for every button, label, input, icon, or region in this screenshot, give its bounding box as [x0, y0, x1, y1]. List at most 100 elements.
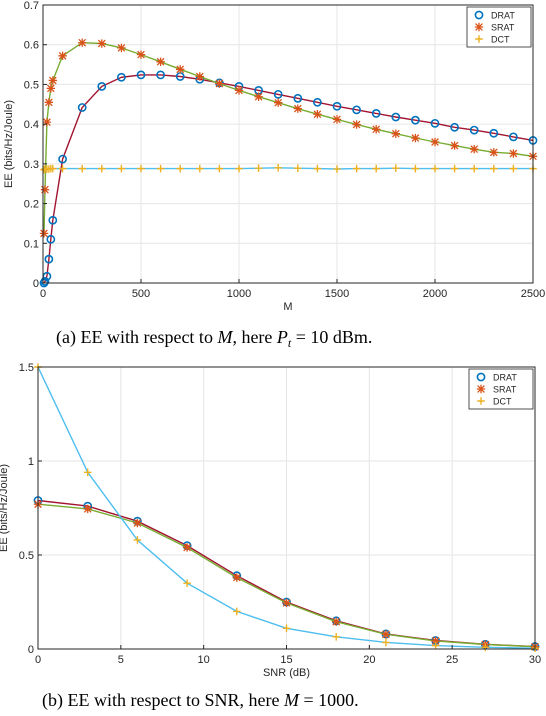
- chart-a-point-drat-shape: [46, 234, 56, 244]
- chart-b-point-dct: [431, 641, 440, 650]
- chart-b-legend-box: [468, 368, 534, 410]
- chart-b-legend: DRAT SRAT DCT: [468, 368, 534, 410]
- chart-a-point-dct: [333, 165, 341, 173]
- chart-a-point-drat: [509, 132, 518, 142]
- chart-a-point-srat: [274, 98, 283, 107]
- chart-a-point-srat: [117, 43, 126, 53]
- chart-a-point-drat-shape: [40, 277, 50, 286]
- chart-b-point-dct-shape: [282, 624, 291, 633]
- chart-b-ytick-label: 0.5: [19, 550, 34, 562]
- chart-a-point-dct-shape: [470, 164, 478, 173]
- chart-b-legend-label-dct: DCT: [493, 397, 512, 407]
- chart-a-point-dct: [490, 164, 498, 173]
- chart-b-legend-marker-drat: [476, 372, 486, 382]
- chart-a-frame: [42, 4, 534, 284]
- chart-a-point-dct: [313, 164, 322, 173]
- chart-a-point-dct-shape: [392, 164, 400, 173]
- chart-a-xtick-label: 0: [40, 288, 46, 300]
- chart-a-point-srat-shape: [372, 125, 381, 134]
- chart-b-point-dct: [332, 632, 340, 641]
- chart-a-point-drat: [117, 72, 126, 82]
- chart-b-legend-marker-dct: [477, 397, 485, 405]
- chart-a-point-srat: [234, 86, 244, 95]
- chart-a-point-drat-shape: [117, 72, 126, 82]
- chart-a-point-srat: [58, 51, 67, 61]
- chart-b-point-srat: [83, 504, 92, 514]
- chart-a-point-srat-shape: [332, 115, 342, 124]
- chart-a-xtick-label: 2500: [521, 288, 545, 300]
- chart-b-point-dct: [282, 624, 291, 633]
- chart-b-point-dct-shape: [332, 632, 340, 641]
- chart-a-point-dct: [274, 164, 282, 172]
- chart-a-point-srat-shape: [234, 86, 244, 95]
- chart-a-point-dct-shape: [411, 164, 420, 173]
- chart-a-point-srat-shape: [313, 110, 322, 119]
- chart-b-point-dct-shape: [233, 607, 241, 616]
- chart-a-point-dct: [215, 164, 224, 173]
- chart-b-legend-marker-drat-shape: [476, 372, 486, 382]
- chart-a-point-srat-shape: [195, 72, 204, 81]
- chart-a-point-dct: [98, 164, 106, 173]
- chart-b-ticks: 0 5 10 15 20 25 30 0 0.5 1 1.5: [19, 362, 541, 666]
- chart-a-point-srat: [195, 72, 204, 81]
- chart-a-point-drat: [371, 109, 381, 118]
- chart-a-point-dct-shape: [509, 164, 518, 173]
- chart-a-point-dct: [78, 164, 86, 173]
- chart-a-point-drat-shape: [97, 82, 107, 91]
- chart-b-xtick-label: 30: [529, 654, 541, 666]
- chart-a-point-srat: [97, 39, 106, 48]
- chart-a-point-dct: [137, 164, 145, 173]
- chart-a-point-srat-shape: [42, 117, 52, 127]
- chart-a-point-drat: [352, 105, 361, 115]
- chart-b-point-srat: [381, 630, 391, 639]
- chart-a-point-srat-shape: [58, 51, 67, 61]
- chart-a-point-dct: [431, 164, 439, 173]
- chart-a-point-srat: [470, 144, 479, 154]
- chart-a-point-dct-shape: [235, 164, 243, 173]
- chart-a-point-srat-shape: [470, 144, 479, 154]
- chart-a-point-srat: [156, 57, 165, 66]
- chart-b-point-srat: [431, 636, 440, 646]
- chart-b-xtick-label: 20: [363, 654, 375, 666]
- chart-b-xtick-label: 25: [446, 654, 458, 666]
- caption-b-suffix: = 1000.: [299, 690, 359, 710]
- chart-a-point-dct-shape: [333, 165, 341, 173]
- chart-b-point-srat: [332, 617, 341, 626]
- chart-b-point-srat-shape: [133, 518, 142, 528]
- chart-a-point-dct: [156, 164, 165, 173]
- chart-a: 0 500 1000 1500 2000 2500 0 0.1 0.2 0.3 0.4 0.5 0.6 0…: [3, 0, 545, 350]
- chart-a-point-dct-shape: [254, 164, 263, 173]
- chart-a-point-drat-shape: [430, 118, 440, 128]
- chart-b-point-srat-shape: [232, 573, 241, 582]
- chart-a-point-dct: [372, 164, 380, 173]
- chart-a-point-dct: [509, 164, 518, 173]
- chart-a-point-srat: [391, 129, 400, 138]
- chart-a-point-dct: [196, 164, 204, 173]
- chart-b-ytick-label: 1.5: [19, 362, 34, 374]
- chart-a-point-drat: [489, 128, 499, 138]
- chart-a-point-srat: [44, 98, 54, 107]
- chart-b-xtick-label: 0: [35, 654, 41, 666]
- chart-a-point-drat-shape: [352, 105, 361, 115]
- chart-a-point-dct: [352, 164, 361, 173]
- chart-a-legend: DRAT SRAT DCT: [466, 6, 532, 48]
- chart-a-point-srat-shape: [176, 65, 185, 74]
- chart-a-legend-marker-drat-shape: [474, 10, 484, 20]
- chart-b-point-dct: [481, 643, 490, 652]
- chart-b-ylabel: EE (bits/Hz/Joule): [0, 464, 10, 552]
- chart-a-legend-label-drat: DRAT: [491, 11, 515, 21]
- chart-a-point-dct: [235, 164, 243, 173]
- chart-a-ytick-label: 0.3: [24, 159, 39, 171]
- chart-a-point-srat-shape: [274, 98, 283, 107]
- chart-a-point-srat-shape: [97, 39, 106, 48]
- chart-a-point-dct-shape: [58, 164, 67, 173]
- chart-a-point-dct-shape: [431, 164, 439, 173]
- chart-b-point-srat-shape: [332, 617, 341, 626]
- chart-a-ytick-label: 0.6: [24, 40, 39, 52]
- chart-a-point-dct-shape: [196, 164, 204, 173]
- chart-b-legend-marker-dct-shape: [477, 397, 485, 405]
- chart-a-point-drat-shape: [332, 101, 342, 111]
- chart-a-point-dct-shape: [490, 164, 498, 173]
- chart-a-point-srat: [48, 76, 57, 85]
- chart-b-point-srat: [182, 543, 192, 552]
